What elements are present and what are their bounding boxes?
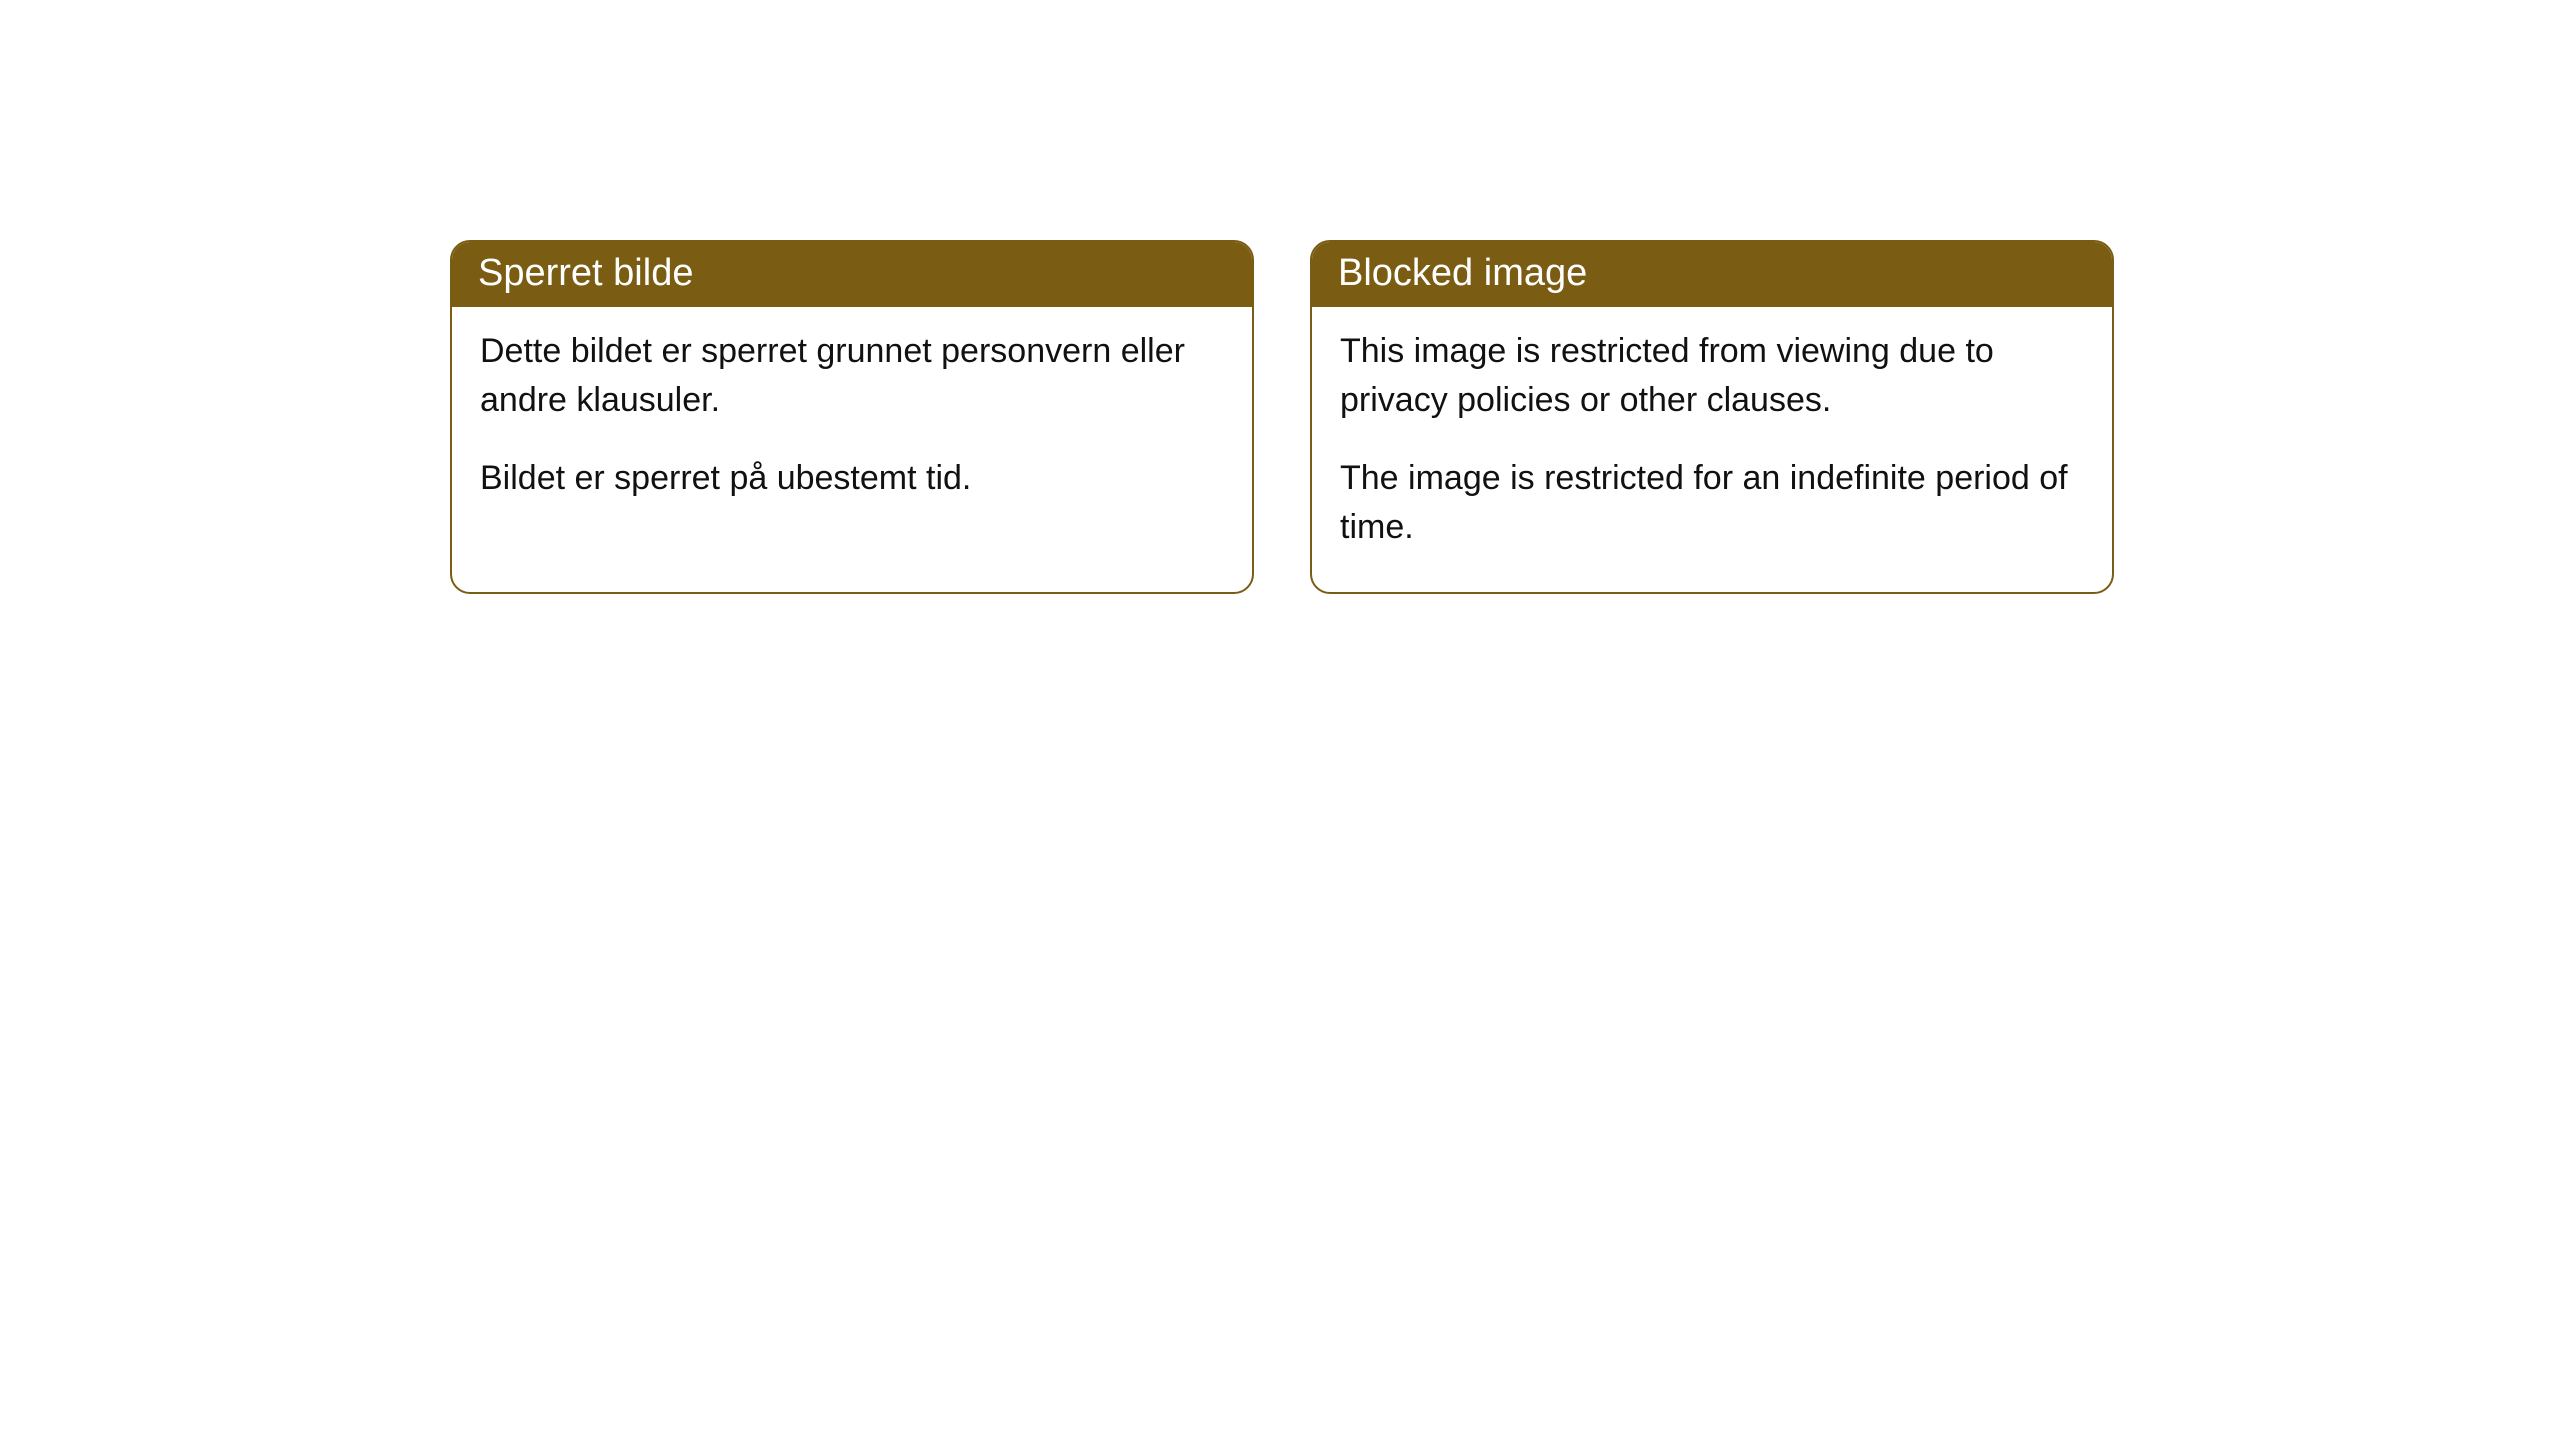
blocked-image-card-en: Blocked image This image is restricted f… xyxy=(1310,240,2114,594)
card-paragraph: Dette bildet er sperret grunnet personve… xyxy=(480,327,1224,426)
cards-container: Sperret bilde Dette bildet er sperret gr… xyxy=(0,0,2560,594)
card-paragraph: The image is restricted for an indefinit… xyxy=(1340,454,2084,553)
card-title: Sperret bilde xyxy=(452,242,1252,307)
card-body: Dette bildet er sperret grunnet personve… xyxy=(452,307,1252,543)
card-paragraph: This image is restricted from viewing du… xyxy=(1340,327,2084,426)
blocked-image-card-no: Sperret bilde Dette bildet er sperret gr… xyxy=(450,240,1254,594)
card-title: Blocked image xyxy=(1312,242,2112,307)
card-paragraph: Bildet er sperret på ubestemt tid. xyxy=(480,454,1224,503)
card-body: This image is restricted from viewing du… xyxy=(1312,307,2112,592)
